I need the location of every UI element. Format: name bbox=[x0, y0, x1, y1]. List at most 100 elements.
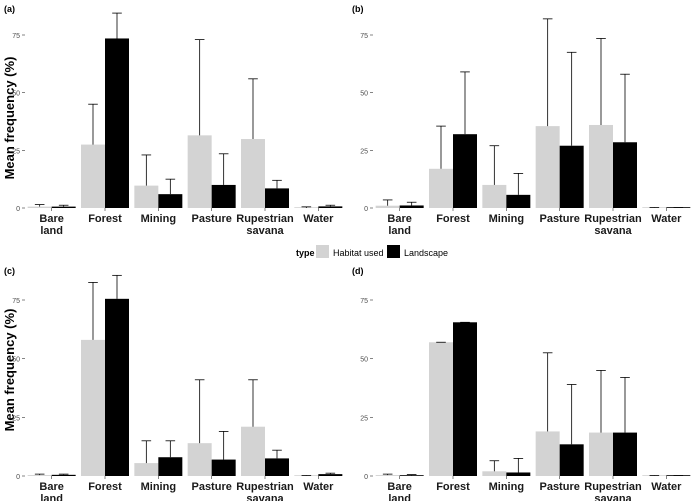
bar-habitat-used bbox=[589, 432, 613, 476]
legend-label-landscape: Landscape bbox=[404, 248, 448, 258]
bar-landscape bbox=[506, 194, 531, 208]
bar-landscape bbox=[559, 444, 584, 476]
x-tick-label-line: Pasture bbox=[191, 481, 231, 493]
bar-landscape bbox=[265, 458, 289, 476]
bar-landscape bbox=[158, 194, 183, 208]
x-tick-label: Pasture bbox=[539, 481, 579, 493]
x-tick-label-line: Mining bbox=[141, 213, 176, 225]
error-bar bbox=[566, 51, 577, 146]
bar-habitat-used bbox=[27, 475, 52, 476]
error-bar bbox=[566, 384, 577, 445]
error-bar bbox=[406, 474, 417, 476]
chart-panel-3: (c) 0 25 50 75 Bare land Forest Mining Pasture Rup… bbox=[4, 266, 343, 501]
x-tick-label-line: Forest bbox=[436, 481, 470, 493]
bar-landscape bbox=[399, 205, 424, 208]
error-bar bbox=[325, 204, 336, 207]
y-tick-label: 75 bbox=[360, 298, 368, 305]
bar-landscape bbox=[105, 298, 129, 476]
error-bar bbox=[513, 172, 524, 195]
error-bar bbox=[382, 473, 393, 476]
panel-label: (c) bbox=[4, 266, 15, 276]
x-tick-label: Mining bbox=[141, 213, 176, 225]
error-bar bbox=[382, 199, 393, 206]
bar-landscape bbox=[318, 206, 343, 208]
bar-landscape bbox=[211, 459, 236, 476]
x-tick-label: Bare land bbox=[39, 213, 63, 237]
bar-landscape bbox=[613, 432, 637, 476]
y-tick-label: 75 bbox=[360, 33, 368, 40]
y-tick-label: 50 bbox=[12, 91, 20, 98]
x-tick-label: Forest bbox=[436, 481, 470, 493]
x-tick-label-line: land bbox=[40, 225, 63, 237]
bar-landscape bbox=[265, 188, 289, 208]
x-tick-label: Bare land bbox=[387, 481, 411, 501]
x-tick-label-line: Bare bbox=[39, 481, 63, 493]
y-tick-label: 0 bbox=[364, 206, 368, 213]
bar-landscape bbox=[453, 134, 477, 208]
error-bar bbox=[620, 377, 630, 433]
legend-swatch-landscape bbox=[387, 245, 400, 258]
panel-label: (d) bbox=[352, 266, 364, 276]
legend-label-habitat-used: Habitat used bbox=[333, 248, 384, 258]
bar-landscape bbox=[613, 142, 637, 208]
x-tick-label-line: Water bbox=[651, 481, 682, 493]
x-tick-label: Pasture bbox=[191, 481, 231, 493]
y-tick-label: 50 bbox=[360, 357, 368, 364]
y-tick-label: 50 bbox=[360, 91, 368, 98]
x-tick-label: Bare land bbox=[387, 213, 411, 237]
bar-habitat-used bbox=[81, 339, 105, 476]
bar-habitat-used bbox=[375, 475, 400, 476]
error-bar bbox=[194, 39, 205, 136]
error-bar bbox=[58, 473, 69, 475]
bar-habitat-used bbox=[589, 124, 613, 208]
x-tick-label: Pasture bbox=[539, 213, 579, 225]
error-bar bbox=[88, 103, 98, 145]
error-bar bbox=[406, 201, 417, 206]
x-tick-label-line: Rupestrian bbox=[236, 213, 294, 225]
error-bar bbox=[218, 153, 229, 185]
error-bar bbox=[248, 78, 258, 140]
x-tick-label: Mining bbox=[489, 481, 524, 493]
error-bar bbox=[141, 154, 152, 186]
bar-habitat-used bbox=[27, 206, 52, 208]
bar-landscape bbox=[399, 475, 424, 476]
error-bar bbox=[112, 274, 122, 299]
error-bar bbox=[141, 440, 152, 464]
bar-habitat-used bbox=[535, 126, 560, 208]
x-tick-label-line: savana bbox=[246, 225, 284, 237]
x-tick-label: Water bbox=[651, 213, 682, 225]
x-tick-label-line: savana bbox=[594, 225, 632, 237]
error-bar bbox=[301, 206, 312, 208]
bar-landscape bbox=[105, 38, 129, 209]
x-tick-label-line: Water bbox=[303, 213, 334, 225]
chart-panel-1: (a) 0 25 50 75 Bare land Forest Mining Pasture Rup… bbox=[4, 4, 343, 237]
x-tick-label-line: Water bbox=[303, 481, 334, 493]
y-axis-label-bottom: Mean frequency (%) bbox=[2, 309, 17, 432]
bar-habitat-used bbox=[81, 144, 105, 208]
bar-habitat-used bbox=[187, 443, 212, 476]
x-tick-label: Mining bbox=[141, 481, 176, 493]
x-tick-label-line: Pasture bbox=[539, 481, 579, 493]
x-tick-label: Rupestrian savana bbox=[584, 481, 642, 501]
x-tick-label: Bare land bbox=[39, 481, 63, 501]
x-tick-label: Forest bbox=[88, 213, 122, 225]
error-bar bbox=[272, 179, 282, 189]
error-bar bbox=[165, 440, 176, 458]
error-bar bbox=[596, 369, 606, 433]
x-tick-label: Forest bbox=[88, 481, 122, 493]
y-tick-label: 25 bbox=[12, 148, 20, 155]
x-tick-label-line: Forest bbox=[88, 213, 122, 225]
y-tick-label: 0 bbox=[364, 474, 368, 481]
x-tick-label-line: savana bbox=[594, 493, 632, 501]
x-tick-label-line: Mining bbox=[141, 481, 176, 493]
error-bar bbox=[620, 73, 630, 143]
y-axis-label-top: Mean frequency (%) bbox=[2, 57, 17, 180]
legend-swatch-habitat-used bbox=[316, 245, 329, 258]
error-bar bbox=[248, 379, 258, 427]
error-bar bbox=[165, 178, 176, 195]
error-bar bbox=[513, 457, 524, 473]
bar-landscape bbox=[559, 145, 584, 208]
x-tick-label: Forest bbox=[436, 213, 470, 225]
